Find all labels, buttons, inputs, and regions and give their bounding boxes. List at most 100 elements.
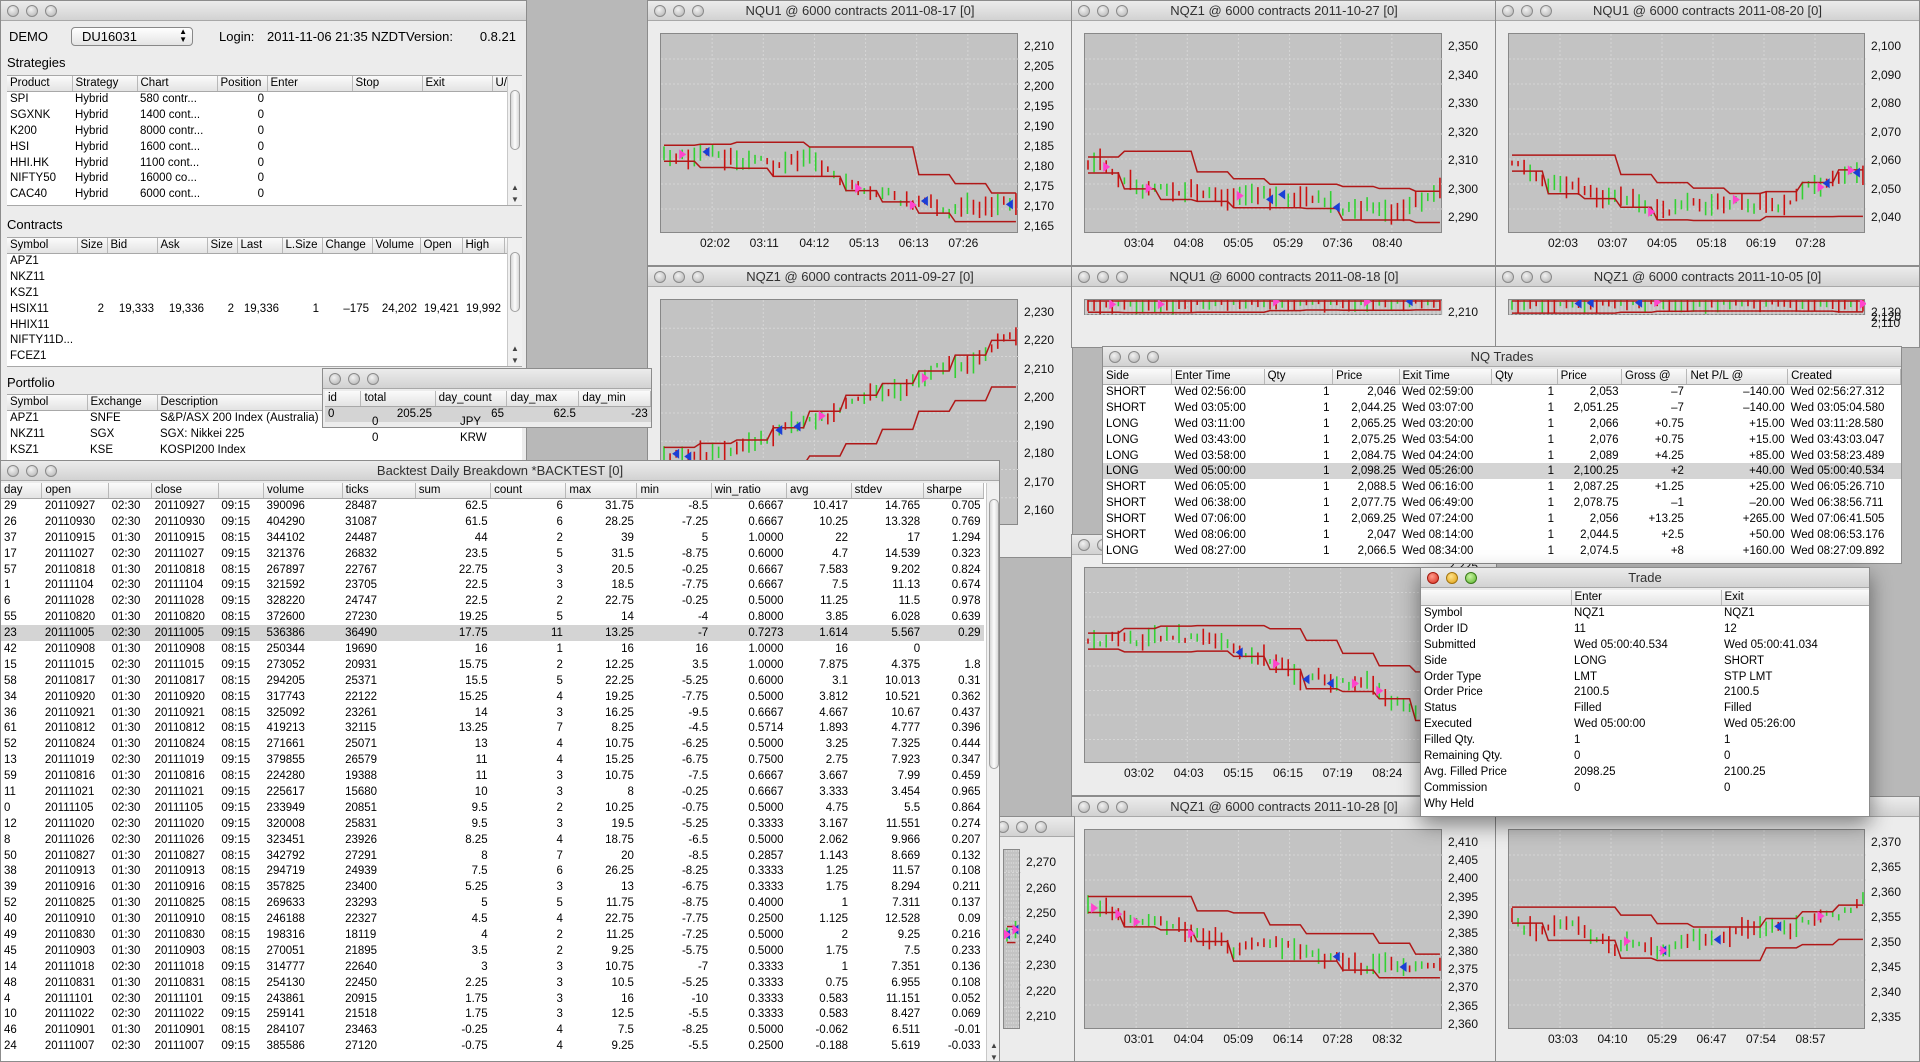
table-row[interactable]: Why Held (1421, 796, 1869, 812)
column-header[interactable]: sharpe (923, 483, 985, 499)
table-row[interactable]: LONG Wed 05:00:00 1 2,098.25 Wed 05:26:00 1 2,… (1103, 463, 1901, 480)
zoom-button[interactable] (1147, 351, 1159, 363)
table-row[interactable]: Submitted Wed 05:00:40.534 Wed 05:00:41.03… (1421, 637, 1869, 653)
column-header[interactable]: min (636, 483, 712, 499)
column-header[interactable] (1421, 590, 1572, 606)
minimize-button[interactable] (1128, 351, 1140, 363)
table-row[interactable]: LONG Wed 08:27:00 1 2,066.5 Wed 08:34:00 1 2,0… (1103, 543, 1901, 559)
column-header[interactable]: Enter (267, 76, 353, 92)
minimize-button[interactable] (673, 5, 685, 17)
trades-titlebar[interactable]: NQ Trades (1103, 347, 1901, 367)
minimize-button[interactable] (1097, 271, 1109, 283)
column-header[interactable]: Exit (422, 76, 493, 92)
minimize-button[interactable] (1097, 801, 1109, 813)
table-row[interactable]: KSZ1 KSE KOSPI200 Index (7, 442, 522, 458)
table-row[interactable]: SHORT Wed 07:06:00 1 2,069.25 Wed 07:24:00 1 2… (1103, 511, 1901, 527)
table-row[interactable]: NKZ11 (7, 269, 522, 285)
table-row[interactable]: Remaining Qty. 0 0 (1421, 748, 1869, 764)
table-row[interactable]: LONG Wed 03:11:00 1 2,065.25 Wed 03:20:00 1 2,… (1103, 416, 1901, 432)
column-header[interactable]: Exit (1721, 590, 1869, 606)
table-row[interactable]: Commission 0 0 (1421, 780, 1869, 796)
minimize-button[interactable] (1446, 572, 1458, 584)
column-header[interactable]: volume (263, 483, 343, 499)
table-row[interactable]: 23 20111005 02:30 20111005 09:15 536386 36490 1… (1, 625, 984, 642)
column-header[interactable]: Side (1103, 369, 1172, 385)
table-row[interactable]: Executed Wed 05:00:00 Wed 05:26:00 (1421, 716, 1869, 732)
column-header[interactable]: Price (1332, 369, 1400, 385)
table-row[interactable]: 14 20111018 02:30 20111018 09:15 314777 22640 3… (1, 959, 984, 975)
chart-plot-area[interactable] (660, 33, 1019, 234)
table-row[interactable]: 46 20110901 01:30 20110901 08:15 284107 23463 -… (1, 1022, 984, 1038)
chart-titlebar[interactable]: NQU1 @ 6000 contracts 2011-08-18 [0] (1072, 267, 1496, 287)
column-header[interactable]: sum (415, 483, 492, 499)
table-row[interactable]: 42 20110908 01:30 20110908 08:15 250344 19690 1… (1, 641, 984, 657)
chart-titlebar[interactable]: NQZ1 @ 6000 contracts 2011-10-05 [0] (1496, 267, 1919, 287)
column-header[interactable]: Volume (372, 238, 421, 254)
table-row[interactable]: 29 20110927 02:30 20110927 09:15 390096 28487 6… (1, 498, 984, 514)
table-row[interactable]: APZ1 SNFE S&P/ASX 200 Index (Australia) (7, 410, 522, 426)
column-header[interactable]: Enter Time (1171, 369, 1265, 385)
column-header[interactable]: Exchange (87, 395, 158, 411)
table-row[interactable]: 52 20110824 01:30 20110824 08:15 271661 25071 1… (1, 736, 984, 752)
chart-plot-area[interactable] (1508, 829, 1866, 1030)
table-row[interactable]: 13 20111019 02:30 20111019 09:15 379855 26579 1… (1, 752, 984, 768)
table-row[interactable]: 39 20110916 01:30 20110916 08:15 357825 23400 5… (1, 879, 984, 895)
minimize-button[interactable] (1521, 271, 1533, 283)
table-row[interactable]: Side LONG SHORT (1421, 653, 1869, 669)
table-row[interactable]: 49 20110830 01:30 20110830 08:15 198316 18119 4… (1, 927, 984, 943)
table-row[interactable]: Order Type LMT STP LMT (1421, 669, 1869, 685)
column-header[interactable]: Strategy (72, 76, 138, 92)
zoom-button[interactable] (692, 5, 704, 17)
column-header[interactable]: count (490, 483, 567, 499)
table-row[interactable]: Filled Qty. 1 1 (1421, 732, 1869, 748)
chart-titlebar[interactable]: NQU1 @ 6000 contracts 2011-08-17 [0] (648, 1, 1072, 21)
column-header[interactable]: Symbol (7, 395, 88, 411)
zoom-button[interactable] (1116, 271, 1128, 283)
table-row[interactable]: 34 20110920 01:30 20110920 08:15 317743 22122 1… (1, 689, 984, 705)
close-button[interactable] (7, 465, 19, 477)
minimize-button[interactable] (673, 271, 685, 283)
column-header[interactable]: day_max (506, 391, 580, 407)
column-header[interactable]: Position (217, 76, 268, 92)
column-header[interactable] (218, 483, 265, 499)
table-row[interactable]: 36 20110921 01:30 20110921 08:15 325092 23261 1… (1, 705, 984, 721)
column-header[interactable]: Open (420, 238, 463, 254)
table-row[interactable]: 52 20110825 01:30 20110825 08:15 269633 23293 5… (1, 895, 984, 911)
chart-plot-area[interactable] (1508, 299, 1866, 316)
minimize-button[interactable] (348, 373, 360, 385)
table-row[interactable]: 58 20110817 01:30 20110817 08:15 294205 25371 1… (1, 673, 984, 689)
close-button[interactable] (1502, 5, 1514, 17)
table-row[interactable]: 57 20110818 01:30 20110818 08:15 267897 22767 2… (1, 562, 984, 578)
column-header[interactable]: Size (207, 238, 238, 254)
column-header[interactable]: Qty (1264, 369, 1334, 385)
column-header[interactable]: Created (1787, 369, 1901, 385)
zoom-button[interactable] (45, 465, 57, 477)
table-row[interactable]: 4 20111101 02:30 20111101 09:15 243861 20915 1.… (1, 991, 984, 1007)
close-button[interactable] (329, 373, 341, 385)
zoom-button[interactable] (1540, 5, 1552, 17)
table-row[interactable]: NKZ11 SGX SGX: Nikkei 225 (7, 426, 522, 442)
chart-plot-area[interactable] (1084, 299, 1443, 316)
table-row[interactable]: 40 20110910 01:30 20110910 08:15 246188 22327 4… (1, 911, 984, 927)
column-header[interactable]: Gross @ (1621, 369, 1688, 385)
minimize-button[interactable] (26, 465, 38, 477)
close-button[interactable] (1078, 539, 1090, 551)
table-row[interactable]: 59 20110816 01:30 20110816 08:15 224280 19388 1… (1, 768, 984, 784)
table-row[interactable]: FCEZ1 (7, 348, 522, 364)
column-header[interactable]: day_min (578, 391, 651, 407)
table-row[interactable]: SHORT Wed 02:56:00 1 2,046 Wed 02:59:00 1 2,05… (1103, 384, 1901, 400)
zoom-button[interactable] (1035, 821, 1047, 833)
close-button[interactable] (654, 271, 666, 283)
table-row[interactable]: SHORT Wed 03:05:00 1 2,044.25 Wed 03:07:00 1 2… (1103, 400, 1901, 416)
table-row[interactable]: 38 20110913 01:30 20110913 08:15 294719 24939 7… (1, 863, 984, 879)
column-header[interactable]: close (151, 483, 219, 499)
column-header[interactable]: Exit Time (1399, 369, 1493, 385)
minimize-button[interactable] (1016, 821, 1028, 833)
minimize-button[interactable] (26, 5, 38, 17)
column-header[interactable]: Change (322, 238, 373, 254)
